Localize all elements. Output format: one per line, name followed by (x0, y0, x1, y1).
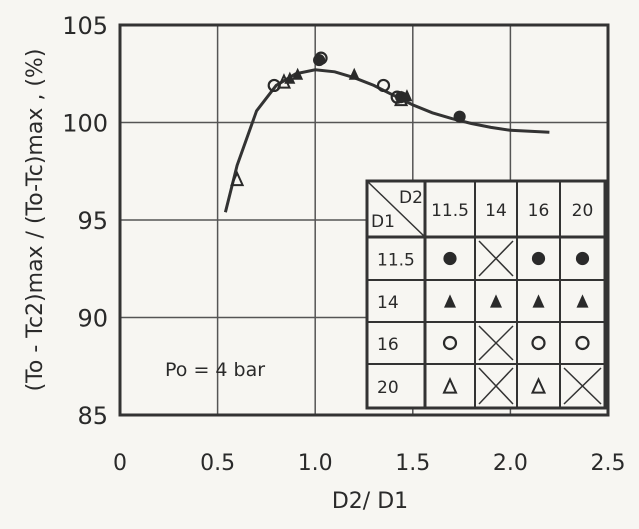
legend-corner-d2: D2 (399, 188, 423, 208)
legend-marker (490, 294, 502, 308)
legend-marker (532, 294, 545, 308)
legend-cross-mark (478, 367, 514, 405)
legend-row-label: 14 (377, 293, 399, 313)
legend-row-label: 20 (377, 378, 399, 398)
x-tick-label: 1.5 (395, 451, 430, 476)
legend-marker (442, 376, 458, 394)
plot-frame (118, 23, 610, 417)
legend-marker (444, 294, 456, 308)
y-tick-label: 105 (62, 12, 108, 40)
y-tick-label: 95 (77, 207, 108, 235)
x-tick-label: 2.5 (591, 451, 626, 476)
data-point (314, 51, 328, 65)
y-tick-label: 90 (77, 305, 108, 333)
data-point (348, 67, 360, 80)
legend-cross-mark (563, 367, 602, 405)
x-tick-labels: 0 0.5 1.0 1.5 2.0 2.5 (113, 451, 626, 476)
y-tick-label: 85 (77, 402, 108, 430)
pressure-annotation: Po = 4 bar (165, 359, 265, 381)
legend-cross-mark (478, 240, 514, 277)
legend-marker (575, 251, 590, 266)
grid (120, 25, 608, 415)
x-tick-label: 1.0 (298, 451, 333, 476)
legend-col-header: 20 (572, 201, 594, 221)
legend-row-label: 11.5 (377, 251, 415, 271)
legend-marker (442, 335, 458, 351)
data-point (394, 90, 409, 107)
y-axis-label: (To - Tc2)max / (To-Tc)max , (%) (23, 49, 48, 392)
legend-corner-d1: D1 (371, 212, 395, 232)
legend-cross-mark (478, 325, 514, 361)
legend-marker (575, 335, 590, 351)
x-tick-label: 0.5 (200, 451, 235, 476)
x-tick-label: 0 (113, 451, 127, 476)
y-tick-label: 100 (62, 110, 108, 138)
x-tick-label: 2.0 (493, 451, 528, 476)
legend-marker (576, 294, 589, 308)
legend-col-header: 14 (485, 201, 507, 221)
data-point (230, 170, 245, 187)
data-point (276, 73, 292, 89)
legend-col-header: 11.5 (431, 201, 469, 221)
legend-marker (531, 251, 546, 266)
legend-marker (530, 376, 547, 394)
legend-col-header: 16 (528, 201, 550, 221)
legend-corner-diagonal (366, 180, 426, 238)
legend-marker (531, 335, 546, 351)
data-point (376, 78, 391, 93)
legend-marker (443, 251, 457, 266)
data-point (292, 67, 304, 80)
data-points (230, 51, 466, 187)
data-point (453, 110, 466, 123)
y-tick-labels: 85 90 95 100 105 (62, 12, 108, 430)
legend-row-label: 16 (377, 335, 399, 355)
x-axis-label: D2/ D1 (332, 489, 408, 514)
